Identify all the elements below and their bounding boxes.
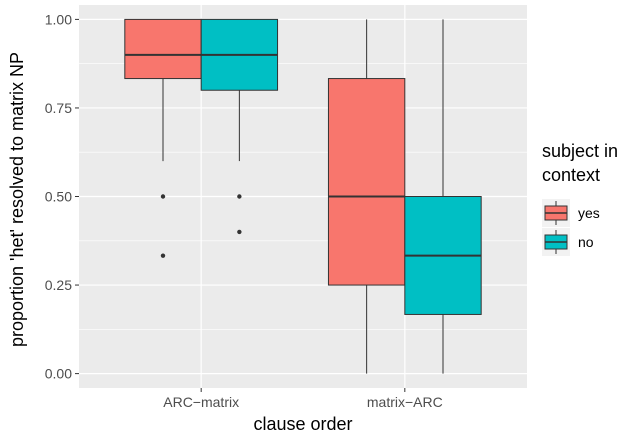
outlier-point [237, 194, 242, 199]
outlier-point [160, 253, 166, 258]
legend-title-line-2: context [542, 165, 600, 185]
x-axis-ticks: ARC−matrix matrix−ARC [163, 388, 443, 410]
y-axis-title: proportion 'het' resolved to matrix NP [7, 52, 27, 347]
legend: subject in context yes no [542, 141, 618, 256]
x-tick-label: matrix−ARC [367, 394, 443, 410]
outlier-point [237, 229, 242, 235]
outlier-point [160, 194, 166, 199]
box-yes-0 [124, 18, 202, 258]
x-tick-label: ARC−matrix [163, 394, 239, 410]
legend-label: no [578, 234, 594, 250]
boxes-layer [124, 18, 482, 374]
x-axis-title: clause order [253, 414, 352, 434]
y-axis-ticks: 0.00 0.25 0.50 0.75 1.00 [45, 11, 79, 382]
y-tick-label: 1.00 [45, 11, 72, 27]
y-tick-label: 0.75 [45, 100, 72, 116]
legend-item-no: no [542, 228, 594, 256]
box-rect [327, 78, 406, 286]
y-tick-label: 0.50 [45, 189, 72, 205]
box-no-0 [200, 18, 279, 235]
legend-item-yes: yes [542, 199, 600, 227]
y-tick-label: 0.00 [45, 366, 72, 382]
box-rect [124, 18, 202, 80]
y-tick-label: 0.25 [45, 277, 72, 293]
box-no-1 [404, 19, 482, 374]
legend-title-line-1: subject in [542, 141, 618, 161]
box-yes-1 [327, 19, 406, 374]
legend-label: yes [578, 205, 600, 221]
